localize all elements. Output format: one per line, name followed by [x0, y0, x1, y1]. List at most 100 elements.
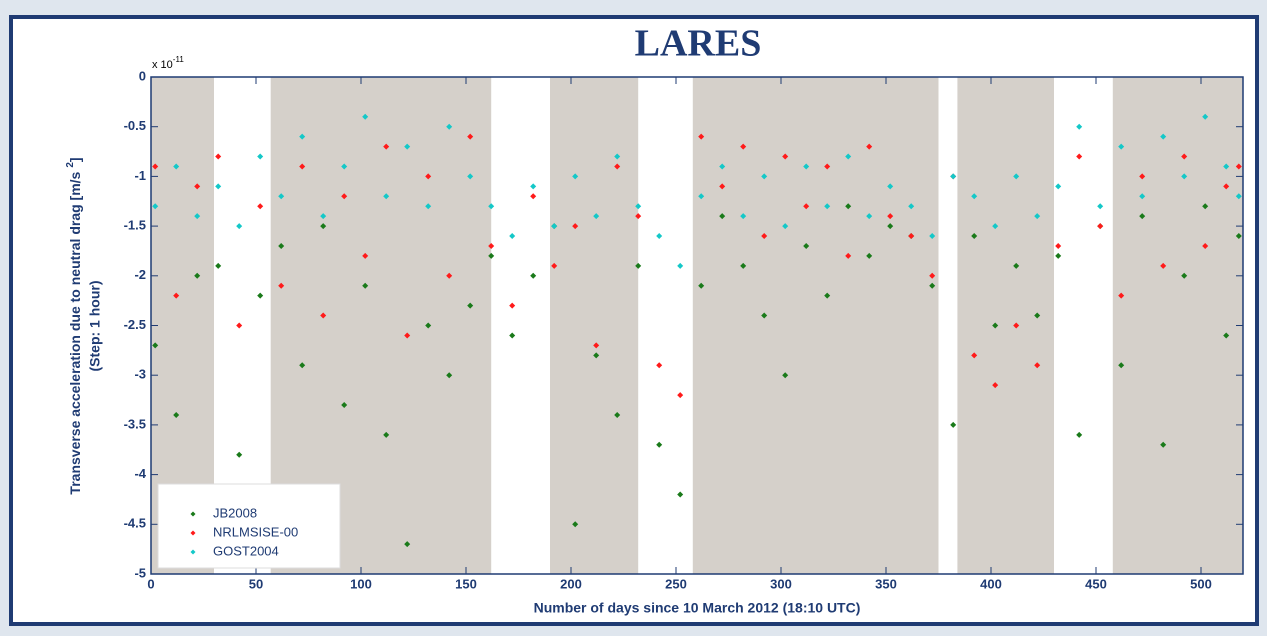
data-point	[740, 262, 747, 269]
data-point	[1160, 133, 1167, 140]
data-point	[383, 143, 390, 150]
data-point	[425, 322, 432, 329]
data-point	[593, 342, 600, 349]
data-point	[530, 193, 537, 200]
data-point	[320, 223, 327, 230]
data-point	[215, 183, 222, 190]
data-point	[257, 203, 264, 210]
y-tick-label: -1.5	[124, 218, 146, 233]
data-point	[1076, 153, 1083, 160]
data-point	[467, 133, 474, 140]
data-point	[551, 262, 558, 269]
legend-marker	[190, 530, 196, 536]
data-point	[782, 223, 789, 230]
legend-label: GOST2004	[213, 543, 279, 558]
data-point	[383, 193, 390, 200]
data-point	[1181, 272, 1188, 279]
data-point	[803, 203, 810, 210]
data-point	[1034, 362, 1041, 369]
y-tick-label: -2	[134, 267, 146, 282]
data-point	[551, 223, 558, 230]
data-point	[614, 153, 621, 160]
y-multiplier-exponent: -11	[173, 55, 185, 64]
data-point	[971, 352, 978, 359]
legend-marker	[190, 549, 196, 555]
data-point	[929, 233, 936, 240]
data-point	[257, 292, 264, 299]
data-point	[404, 143, 411, 150]
y-tick-label: -2.5	[124, 317, 146, 332]
data-point	[1202, 242, 1209, 249]
data-point	[1139, 193, 1146, 200]
data-point	[446, 372, 453, 379]
data-point	[1181, 153, 1188, 160]
data-point	[635, 213, 642, 220]
x-tick-label: 350	[875, 576, 897, 591]
data-point	[1076, 431, 1083, 438]
data-point	[656, 441, 663, 448]
data-point	[824, 163, 831, 170]
data-point	[488, 203, 495, 210]
data-point	[698, 193, 705, 200]
x-tick-label: 50	[249, 576, 263, 591]
data-point	[1013, 173, 1020, 180]
data-point	[1118, 143, 1125, 150]
x-tick-label: 300	[770, 576, 792, 591]
data-point	[1223, 332, 1230, 339]
y-tick-label: -3	[134, 367, 146, 382]
data-point	[1235, 233, 1242, 240]
x-tick-label: 400	[980, 576, 1002, 591]
y-tick-label: -1	[134, 168, 146, 183]
data-point	[1202, 113, 1209, 120]
data-point	[236, 322, 243, 329]
data-point	[278, 282, 285, 289]
data-point	[887, 183, 894, 190]
data-point	[1181, 173, 1188, 180]
data-point	[572, 173, 579, 180]
data-point	[992, 322, 999, 329]
data-point	[152, 342, 159, 349]
legend: JB2008 NRLMSISE-00 GOST2004	[157, 483, 341, 569]
data-point	[1223, 183, 1230, 190]
x-tick-label: 100	[350, 576, 372, 591]
data-point	[572, 223, 579, 230]
x-tick-label: 450	[1085, 576, 1107, 591]
data-point	[1055, 242, 1062, 249]
data-point	[215, 153, 222, 160]
data-point	[866, 213, 873, 220]
data-point	[782, 153, 789, 160]
x-axis-label: Number of days since 10 March 2012 (18:1…	[534, 600, 861, 616]
data-point	[1097, 223, 1104, 230]
data-point	[614, 411, 621, 418]
data-point	[698, 282, 705, 289]
data-point	[950, 421, 957, 428]
y-tick-label: -4.5	[124, 516, 146, 531]
data-point	[929, 272, 936, 279]
data-point	[803, 163, 810, 170]
data-point	[1013, 262, 1020, 269]
data-point	[509, 332, 516, 339]
data-point	[194, 183, 201, 190]
data-point	[173, 163, 180, 170]
shaded-band	[1112, 77, 1243, 574]
data-point	[446, 272, 453, 279]
x-tick-label: 250	[665, 576, 687, 591]
y-multiplier: x 10-11	[152, 55, 184, 71]
y-tick-label: -3.5	[124, 416, 146, 431]
data-point	[845, 153, 852, 160]
data-point	[908, 233, 915, 240]
data-point	[761, 233, 768, 240]
data-point	[152, 163, 159, 170]
data-point	[677, 262, 684, 269]
data-point	[992, 382, 999, 389]
data-point	[299, 133, 306, 140]
data-point	[1223, 163, 1230, 170]
data-point	[152, 203, 159, 210]
data-point	[929, 282, 936, 289]
data-point	[173, 292, 180, 299]
data-point	[1160, 262, 1167, 269]
data-point	[719, 163, 726, 170]
data-point	[299, 163, 306, 170]
data-point	[740, 213, 747, 220]
